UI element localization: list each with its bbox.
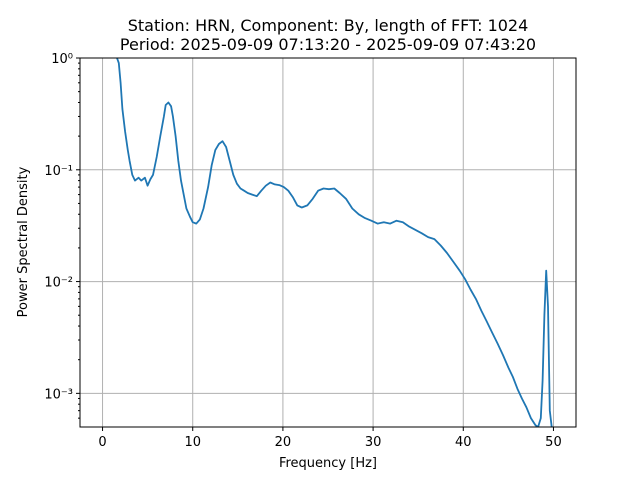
x-tick-label: 0 [98,435,106,450]
y-tick-label: 10⁻² [44,276,73,291]
x-tick-label: 40 [455,435,472,450]
series-layer [116,58,553,427]
y-axis: 10⁻³ 10⁻² 10⁻¹ 10⁰ [44,52,80,419]
y-tick-label: 10⁻³ [44,387,73,402]
psd-series-line [116,58,553,427]
y-tick-label: 10⁻¹ [44,164,73,179]
chart-title: Station: HRN, Component: By, length of F… [128,16,529,35]
x-tick-label: 30 [365,435,382,450]
x-axis: 0 10 20 30 40 50 [98,427,562,450]
x-axis-label: Frequency [Hz] [279,456,377,471]
chart-subtitle: Period: 2025-09-09 07:13:20 - 2025-09-09… [120,35,536,54]
y-axis-label: Power Spectral Density [16,166,31,317]
x-tick-label: 20 [275,435,292,450]
x-tick-label: 50 [545,435,562,450]
plot-frame [79,57,577,428]
y-tick-label: 10⁰ [51,52,73,67]
x-tick-label: 10 [184,435,201,450]
